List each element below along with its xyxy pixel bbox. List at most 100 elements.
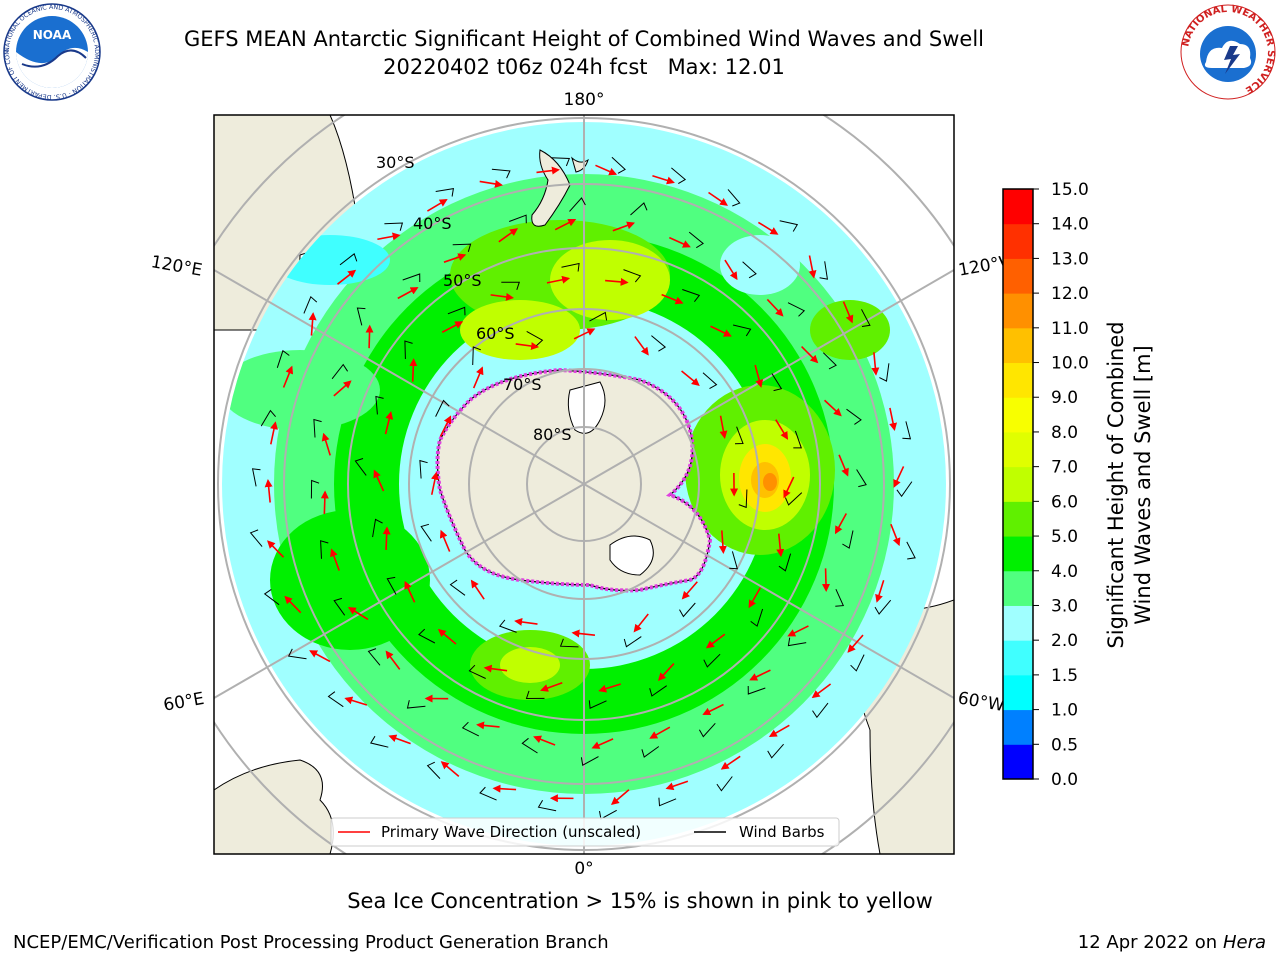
- wave-direction-arrow: [479, 179, 503, 188]
- wave-direction-arrow: [889, 407, 898, 432]
- wave-direction-arrow: [441, 321, 464, 333]
- colorbar-band: [1003, 362, 1033, 398]
- wave-direction-arrow: [385, 650, 401, 670]
- lon-label-120e: 120°E: [149, 252, 203, 281]
- wave-direction-arrow: [720, 755, 741, 770]
- wave-direction-arrow: [775, 419, 789, 440]
- chart-subtitle: 20220402 t06z 024h fcst Max: 12.01: [383, 55, 785, 79]
- wind-barb: [479, 786, 497, 801]
- wave-direction-arrow: [610, 789, 630, 806]
- colorbar-band: [1003, 570, 1033, 606]
- colorbar-band: [1003, 744, 1033, 780]
- colorbar-band: [1003, 640, 1033, 676]
- wave-direction-arrow: [719, 415, 728, 439]
- wind-barb: [682, 289, 701, 303]
- wind-barb: [784, 492, 803, 506]
- wave-direction-arrow: [871, 352, 880, 376]
- wind-barb: [491, 168, 511, 179]
- wind-barb: [742, 261, 757, 279]
- wind-barb: [842, 530, 854, 549]
- colorbar-tick-label: 9.0: [1051, 388, 1078, 408]
- colorbar-band: [1003, 189, 1033, 225]
- wind-barb: [787, 302, 806, 317]
- wind-barb: [679, 602, 696, 618]
- new-zealand-land: [531, 149, 571, 227]
- wind-barb: [333, 597, 346, 616]
- noaa-logo-text: NOAA: [33, 28, 72, 42]
- wave-direction-arrow: [808, 255, 817, 279]
- wind-barb: [354, 458, 367, 476]
- wave-direction-arrow: [811, 683, 832, 699]
- wind-barb: [426, 761, 441, 779]
- wind-barb: [404, 340, 413, 360]
- wind-barb: [447, 306, 466, 316]
- wave-direction-arrow: [439, 529, 451, 552]
- footer-credit: NCEP/EMC/Verification Post Processing Pr…: [13, 932, 609, 953]
- wave-direction-arrow: [382, 526, 391, 550]
- wave-direction-arrow: [591, 738, 614, 749]
- wave-direction-arrow: [427, 199, 448, 212]
- wave-direction-arrow: [373, 469, 385, 492]
- chart-title: GEFS MEAN Antarctic Significant Height o…: [183, 27, 985, 51]
- wind-barb: [509, 214, 527, 224]
- wind-barb: [521, 737, 538, 754]
- wave-direction-arrow: [776, 533, 785, 558]
- sea-ice-caption: Sea Ice Concentration > 15% is shown in …: [347, 889, 933, 913]
- wind-barb: [498, 619, 517, 633]
- wind-barb: [732, 324, 752, 337]
- wind-barb: [787, 637, 807, 647]
- wind-barb: [611, 156, 626, 174]
- wind-barb: [671, 167, 687, 185]
- colorbar-tick-label: 6.0: [1051, 492, 1078, 512]
- wave-direction-arrow: [657, 663, 675, 681]
- wave-direction-arrow: [365, 324, 374, 349]
- wave-direction-arrow: [430, 471, 439, 495]
- wave-direction-arrow: [681, 370, 700, 386]
- colorbar-band: [1003, 466, 1033, 502]
- wave-direction-arrow: [536, 166, 560, 175]
- wave-direction-arrow: [344, 696, 368, 706]
- wind-barb: [561, 262, 580, 272]
- wind-barb: [320, 540, 329, 559]
- colorbar-tick-label: 4.0: [1051, 562, 1078, 582]
- colorbar: 0.0 0.5 1.0 1.5 2.0 3.0 4.0 5.0 6.0 7.0 8.0 9.0 10.0…: [1002, 180, 1155, 790]
- wave-direction-arrow: [838, 454, 849, 477]
- map-legend: Primary Wave Direction (unscaled) Wind B…: [330, 817, 840, 847]
- wind-barb: [879, 363, 890, 382]
- wind-barb: [658, 797, 677, 807]
- wind-barb: [418, 628, 436, 644]
- wave-direction-arrow: [409, 358, 418, 382]
- wind-barb: [747, 685, 766, 695]
- wave-direction-arrow: [440, 761, 460, 777]
- colorbar-tick-label: 11.0: [1051, 319, 1089, 339]
- wind-barb: [727, 189, 741, 207]
- wind-barb: [874, 599, 892, 615]
- wave-direction-arrow: [308, 312, 317, 336]
- wind-barb: [372, 518, 383, 538]
- lon-label-60e: 60°E: [162, 689, 206, 716]
- wave-direction-arrow: [490, 292, 515, 301]
- wind-barb: [698, 722, 716, 738]
- wind-barb: [263, 588, 280, 606]
- colorbar-frame: [1002, 188, 1034, 780]
- wind-barb: [375, 395, 384, 415]
- wind-barb: [313, 418, 322, 438]
- wind-barb: [589, 311, 608, 322]
- wind-barb: [260, 409, 276, 427]
- wave-direction-arrow: [718, 530, 727, 554]
- colorbar-tick-label: 3.0: [1051, 596, 1078, 616]
- wave-direction-arrow: [384, 411, 394, 435]
- wind-barb: [835, 588, 845, 607]
- wave-direction-arrow: [284, 595, 302, 614]
- wind-barb: [525, 690, 545, 700]
- colorbar-tick-label: 5.0: [1051, 527, 1078, 547]
- wave-direction-arrow: [476, 721, 500, 730]
- wave-direction-arrow: [634, 336, 649, 356]
- wave-direction-arrow: [347, 606, 369, 621]
- colorbar-band: [1003, 223, 1033, 259]
- wind-barb: [468, 664, 486, 679]
- wave-direction-arrow: [749, 669, 771, 681]
- wind-barb: [452, 243, 472, 252]
- wind-barb: [846, 408, 862, 425]
- wind-barb: [472, 346, 481, 366]
